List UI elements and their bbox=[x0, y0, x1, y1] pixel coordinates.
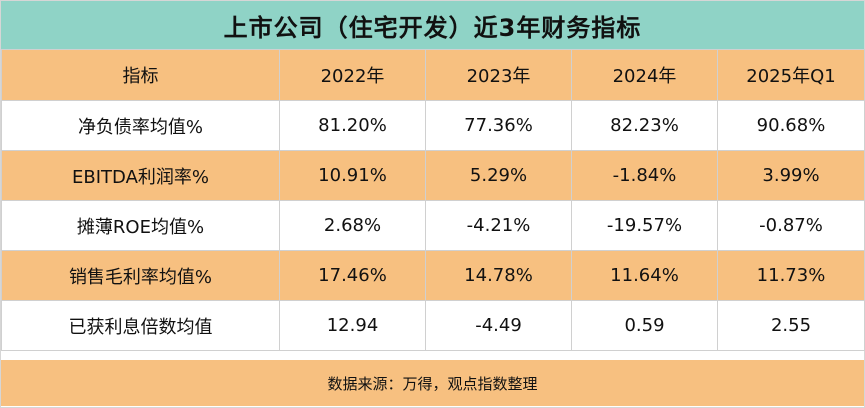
table-row: 摊薄ROE均值% 2.68% -4.21% -19.57% -0.87% bbox=[1, 200, 865, 251]
table-row: 净负债率均值% 81.20% 77.36% 82.23% 90.68% bbox=[1, 100, 865, 151]
table-row: 已获利息倍数均值 12.94 -4.49 0.59 2.55 bbox=[1, 300, 865, 351]
cell-value: -0.87% bbox=[717, 200, 865, 251]
header-2025q1: 2025年Q1 bbox=[717, 49, 865, 101]
table-row: 销售毛利率均值% 17.46% 14.78% 11.64% 11.73% bbox=[1, 250, 865, 301]
header-indicator: 指标 bbox=[1, 49, 280, 101]
cell-value: 77.36% bbox=[425, 100, 572, 151]
row-label: EBITDA利润率% bbox=[1, 150, 280, 201]
row-label: 净负债率均值% bbox=[1, 100, 280, 151]
source-note: 数据来源：万得，观点指数整理 bbox=[1, 360, 864, 406]
header-2024: 2024年 bbox=[571, 49, 718, 101]
financial-indicators-table: 指标 2022年 2023年 2024年 2025年Q1 净负债率均值% 81.… bbox=[1, 49, 865, 351]
header-row: 指标 2022年 2023年 2024年 2025年Q1 bbox=[1, 49, 865, 101]
cell-value: 11.64% bbox=[571, 250, 718, 301]
cell-value: 82.23% bbox=[571, 100, 718, 151]
cell-value: -1.84% bbox=[571, 150, 718, 201]
cell-value: 2.68% bbox=[279, 200, 426, 251]
cell-value: 5.29% bbox=[425, 150, 572, 201]
row-label: 销售毛利率均值% bbox=[1, 250, 280, 301]
table-row: EBITDA利润率% 10.91% 5.29% -1.84% 3.99% bbox=[1, 150, 865, 201]
table-title: 上市公司（住宅开发）近3年财务指标 bbox=[1, 1, 864, 49]
row-label: 已获利息倍数均值 bbox=[1, 300, 280, 351]
cell-value: 14.78% bbox=[425, 250, 572, 301]
cell-value: 10.91% bbox=[279, 150, 426, 201]
cell-value: -19.57% bbox=[571, 200, 718, 251]
row-label: 摊薄ROE均值% bbox=[1, 200, 280, 251]
cell-value: -4.21% bbox=[425, 200, 572, 251]
cell-value: 17.46% bbox=[279, 250, 426, 301]
cell-value: 0.59 bbox=[571, 300, 718, 351]
cell-value: 2.55 bbox=[717, 300, 865, 351]
cell-value: 11.73% bbox=[717, 250, 865, 301]
cell-value: 3.99% bbox=[717, 150, 865, 201]
cell-value: -4.49 bbox=[425, 300, 572, 351]
cell-value: 90.68% bbox=[717, 100, 865, 151]
header-2022: 2022年 bbox=[279, 49, 426, 101]
cell-value: 81.20% bbox=[279, 100, 426, 151]
header-2023: 2023年 bbox=[425, 49, 572, 101]
cell-value: 12.94 bbox=[279, 300, 426, 351]
